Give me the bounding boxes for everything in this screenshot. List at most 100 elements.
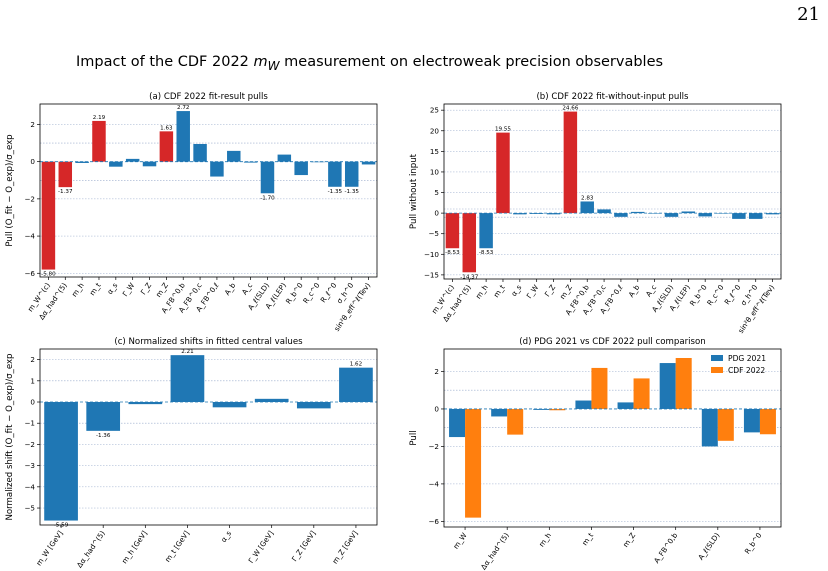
x-tick-label: R_b^0 [284,281,305,306]
x-tick-label: m_h [474,283,490,301]
bar [41,161,56,270]
bar [449,408,466,438]
bar [513,213,527,215]
y-tick-label: 1 [30,376,35,385]
bar [664,213,679,217]
data-label: -14.37 [460,274,478,280]
x-tick-label: A_c [240,281,255,296]
chart-panel-b: (b) CDF 2022 fit-without-input pulls -8.5… [409,92,782,335]
bar [717,408,734,441]
y-tick-label: 2 [434,367,439,376]
data-label: -1.35 [344,189,359,195]
bar [701,408,718,447]
bar [675,357,692,409]
x-tick-label: m_Z [GeV] [330,529,359,566]
bar [339,367,373,403]
y-tick-label: −3 [24,461,35,470]
bar [109,161,123,167]
bar [529,213,544,214]
chart-panel-d: (d) PDG 2021 vs CDF 2022 pull comparison… [409,337,782,571]
bar [311,161,325,163]
bar [614,213,628,217]
y-tick-label: 10 [430,167,440,176]
y-tick-label: −4 [24,482,35,491]
bar [210,161,224,177]
x-tick-label: R_b^0 [688,283,709,308]
chart-title: (b) CDF 2022 fit-without-input pulls [536,92,689,102]
bar [92,120,106,162]
x-tick-label: A_c [644,283,659,298]
x-tick-label: R_c^0 [705,283,726,307]
bar [743,408,760,433]
x-tick-label: α_s [105,281,119,296]
page-number: 21 [797,4,820,25]
bar [748,213,763,219]
x-tick-label: m_t [580,531,595,547]
bar [496,132,510,214]
x-tick-label: m_W [GeV] [34,529,65,568]
y-tick-label: −10 [424,250,440,259]
legend-label: PDG 2021 [728,354,766,363]
data-label: 24.66 [562,106,578,112]
y-tick-label: 2 [30,120,35,129]
bar [698,213,712,217]
x-tick-label: m_h [GeV] [120,529,149,565]
bar [765,213,780,215]
chart-panel-c: (c) Normalized shifts in fitted central … [5,337,378,570]
x-tick-label: Δα_had^(5) [75,529,107,570]
bar [659,363,676,409]
data-label: 2.19 [93,115,106,121]
data-label: -5.80 [41,272,56,278]
x-tick-label: m_W [451,531,469,551]
data-label: 1.62 [350,362,362,368]
data-label: -1.70 [260,195,275,201]
legend-swatch [711,355,723,361]
x-tick-label: m_h [70,281,86,299]
data-label: 19.55 [495,127,511,133]
bar [631,211,645,214]
data-label: -8.53 [479,250,494,256]
legend-swatch [711,367,723,373]
y-axis-label: Pull without input [409,153,419,229]
data-label: -1.37 [58,189,73,195]
bar [159,131,174,162]
x-tick-label: m_t [GeV] [163,529,191,564]
y-tick-label: 0 [30,157,35,166]
bar [344,161,359,187]
bar [479,213,493,249]
data-label: 2.21 [181,349,194,355]
bar [227,150,241,162]
data-label: -1.35 [328,189,343,195]
y-tick-label: −2 [24,194,35,203]
bar [549,408,566,411]
bar [58,161,73,188]
data-label: -1.36 [96,433,111,439]
y-tick-label: 2 [30,355,35,364]
y-tick-label: 20 [430,126,440,135]
bar [575,400,592,409]
bar [125,158,140,162]
bar [462,213,477,273]
plot-frame [443,348,782,528]
plot-frame [443,103,782,280]
bar [491,408,508,417]
x-tick-label: Γ_W [120,281,136,298]
bar [633,378,650,409]
x-tick-label: Γ_Z [GeV] [290,529,318,563]
y-tick-label: 25 [430,106,439,115]
data-label: 2.83 [581,195,594,201]
y-tick-label: −1 [24,419,35,428]
bar [759,408,776,435]
y-tick-label: −2 [24,440,35,449]
bar [75,161,89,163]
x-tick-label: m_t [88,281,103,297]
y-tick-label: −4 [24,232,35,241]
y-tick-label: −15 [424,270,439,279]
x-tick-label: Γ_W [GeV] [246,529,275,565]
data-label: 1.63 [160,125,173,131]
x-tick-label: m_Z [558,283,574,301]
plot-frame [39,103,378,278]
bar [681,211,696,214]
bar [597,209,611,214]
bar [361,161,376,165]
